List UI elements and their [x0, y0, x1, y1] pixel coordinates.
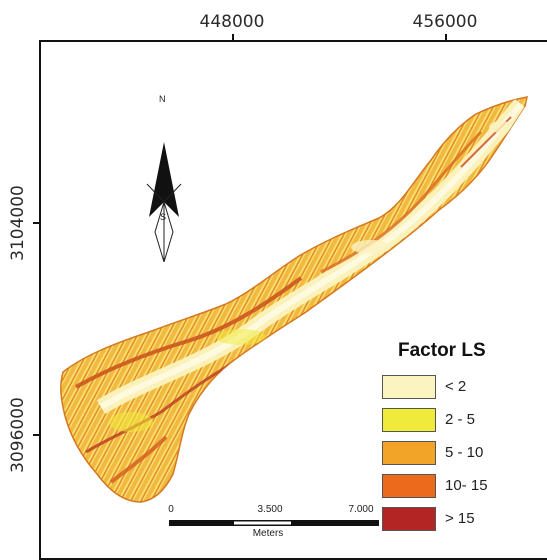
scale-unit-label: Meters	[252, 528, 284, 539]
legend-item: > 15	[382, 502, 532, 535]
south-label: S	[160, 212, 167, 222]
scale-label-0: 0	[168, 504, 174, 515]
legend-label: > 15	[445, 510, 475, 527]
legend-label: 2 - 5	[445, 411, 476, 428]
scale-bar	[169, 520, 379, 526]
legend-item: 2 - 5	[382, 403, 532, 436]
legend-label: 10- 15	[445, 477, 488, 494]
legend-item: 10- 15	[382, 469, 532, 502]
legend-item: < 2	[382, 370, 532, 403]
x-tick-mark	[232, 34, 234, 41]
y-tick-label-3096000: 3096000	[7, 397, 28, 473]
legend-label: 5 - 10	[445, 444, 484, 461]
legend-swatch	[382, 374, 436, 399]
scale-label-7000: 7.000	[348, 504, 374, 515]
y-tick-label-3104000: 3104000	[7, 185, 28, 261]
legend: Factor LS < 2 2 - 5 5 - 10 10- 15 > 15	[382, 340, 532, 535]
scale-label-3500: 3.500	[257, 504, 283, 515]
x-tick-label-448000: 448000	[199, 12, 265, 32]
legend-swatch	[382, 473, 436, 498]
north-arrow-icon	[146, 142, 182, 262]
watershed-map[interactable]	[41, 42, 547, 560]
legend-item: 5 - 10	[382, 436, 532, 469]
y-tick-mark	[33, 222, 40, 224]
legend-label: < 2	[445, 378, 467, 395]
legend-title: Factor LS	[398, 340, 486, 361]
legend-swatch	[382, 506, 436, 531]
map-frame[interactable]: N S	[39, 40, 547, 560]
x-tick-label-456000: 456000	[412, 12, 478, 32]
x-tick-mark	[445, 34, 447, 41]
legend-swatch	[382, 440, 436, 465]
north-label: N	[159, 94, 166, 104]
legend-swatch	[382, 407, 436, 432]
y-tick-mark	[33, 434, 40, 436]
